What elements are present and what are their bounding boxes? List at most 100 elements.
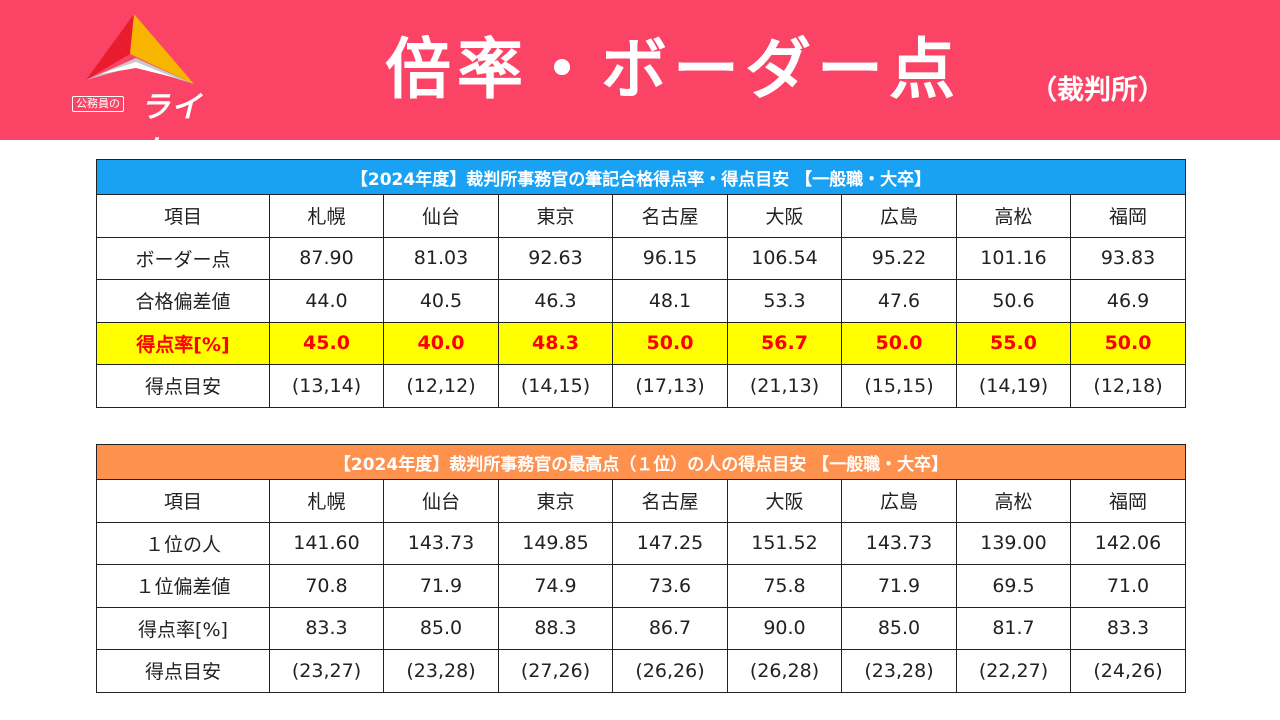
table-cell: 48.3 [498, 321, 613, 365]
passing-score-table: 【2024年度】裁判所事務官の筆記合格得点率・得点目安 【一般職・大卒】 項目 札幌… [95, 159, 1187, 408]
table-row: 得点目安 (13,14) (12,12) (14,15) (17,13) (21,13)(… [96, 364, 1187, 408]
table-cell: 83.3 [269, 606, 384, 650]
table-cell: 45.0 [269, 321, 384, 365]
table-cell: 141.60 [269, 521, 384, 565]
table-row: ボーダー点 87.90 81.03 92.63 96.15 106.54 95.22 101.… [96, 236, 1187, 280]
column-header: 札幌 [269, 194, 384, 238]
table-header-row: 項目 札幌 仙台 東京 名古屋 大阪 広島 高松 福岡 [96, 479, 1186, 523]
table-cell: 101.16 [956, 236, 1071, 280]
table-cell: 85.0 [383, 606, 499, 650]
table-cell: 151.52 [727, 521, 842, 565]
table-cell: 85.0 [841, 606, 957, 650]
table-cell: 73.6 [612, 564, 728, 608]
row-label: 得点率[%] [96, 606, 270, 650]
table-cell: (27,26) [498, 649, 613, 693]
table-cell: 40.5 [383, 279, 499, 323]
column-header: 東京 [498, 194, 613, 238]
table-cell: 55.0 [956, 321, 1071, 365]
table-caption: 【2024年度】裁判所事務官の筆記合格得点率・得点目安 【一般職・大卒】 [95, 159, 1187, 195]
column-header: 大阪 [727, 194, 842, 238]
table-cell: 50.6 [956, 279, 1071, 323]
table-row: １位偏差値 70.8 71.9 74.9 73.6 75.8 71.9 69.5 71.0 [96, 564, 1186, 608]
table-cell: (13,14) [269, 364, 384, 408]
table-cell: 70.8 [269, 564, 384, 608]
column-header: 名古屋 [612, 194, 728, 238]
table-caption: 【2024年度】裁判所事務官の最高点（１位）の人の得点目安 【一般職・大卒】 [96, 444, 1186, 480]
table-cell: 46.3 [498, 279, 613, 323]
logo-mark-icon [86, 14, 194, 84]
table-cell: (22,27) [956, 649, 1071, 693]
table-cell: 143.73 [841, 521, 957, 565]
table-cell: (23,27) [269, 649, 384, 693]
table-cell: (24,26) [1070, 649, 1186, 693]
column-header: 福岡 [1069, 194, 1187, 238]
logo-sub-label: 公務員の [72, 96, 124, 112]
table-cell: (17,13) [612, 364, 728, 408]
page-subtitle: （裁判所） [1030, 75, 1165, 106]
table-cell: 88.3 [498, 606, 613, 650]
column-header: 名古屋 [612, 479, 728, 523]
table-cell: 87.90 [269, 236, 384, 280]
table-cell: 47.6 [841, 279, 957, 323]
column-header: 項目 [96, 479, 270, 523]
table-cell: 81.7 [956, 606, 1071, 650]
table-cell: 53.3 [727, 279, 842, 323]
table-cell: (23,28) [383, 649, 499, 693]
table-header-row: 項目 札幌 仙台 東京 名古屋 大阪 広島 高松 福岡 [96, 194, 1187, 238]
table-cell: 95.22 [841, 236, 957, 280]
table-cell: 69.5 [956, 564, 1071, 608]
table-cell: 46.9 [1069, 279, 1187, 323]
table-cell: (12,12) [383, 364, 499, 408]
page-title: 倍率・ボーダー点 [385, 31, 961, 108]
table-cell: (15,15) [841, 364, 957, 408]
table-cell: 149.85 [498, 521, 613, 565]
row-label: ボーダー点 [96, 236, 270, 280]
column-header: 項目 [96, 194, 270, 238]
table-cell: 48.1 [612, 279, 728, 323]
table-cell: (12,18) [1069, 364, 1187, 408]
top-score-table: 【2024年度】裁判所事務官の最高点（１位）の人の得点目安 【一般職・大卒】 項目… [96, 444, 1186, 693]
table-cell: 74.9 [498, 564, 613, 608]
table-cell: 81.03 [383, 236, 499, 280]
table-cell: 86.7 [612, 606, 728, 650]
table-row: 得点目安 (23,27) (23,28) (27,26) (26,26) (26,28)(… [96, 649, 1186, 693]
column-header: 高松 [956, 194, 1071, 238]
table-cell: 40.0 [383, 321, 499, 365]
table-cell: (14,15) [498, 364, 613, 408]
table-cell: 139.00 [956, 521, 1071, 565]
table-cell: 90.0 [727, 606, 842, 650]
row-label: 得点目安 [96, 364, 270, 408]
row-label: 得点目安 [96, 649, 270, 693]
table-cell: (23,28) [841, 649, 957, 693]
table-cell: 44.0 [269, 279, 384, 323]
table-cell: 93.83 [1069, 236, 1187, 280]
table-row: 合格偏差値 44.0 40.5 46.3 48.1 53.3 47.6 50.6 46.9 [96, 279, 1187, 323]
table-cell: (26,28) [727, 649, 842, 693]
table-cell: 147.25 [612, 521, 728, 565]
table-cell: 50.0 [1069, 321, 1187, 365]
table-caption-row: 【2024年度】裁判所事務官の筆記合格得点率・得点目安 【一般職・大卒】 [95, 159, 1187, 195]
row-label: １位偏差値 [96, 564, 270, 608]
table-cell: 92.63 [498, 236, 613, 280]
logo-name: ライト [140, 90, 202, 169]
header-banner: 公務員の ライト 倍率・ボーダー点 （裁判所） [0, 0, 1280, 169]
column-header: 高松 [956, 479, 1071, 523]
table-cell: 143.73 [383, 521, 499, 565]
column-header: 仙台 [383, 194, 499, 238]
column-header: 広島 [841, 479, 957, 523]
table-caption-row: 【2024年度】裁判所事務官の最高点（１位）の人の得点目安 【一般職・大卒】 [96, 444, 1186, 480]
table-cell: 71.0 [1070, 564, 1186, 608]
column-header: 東京 [498, 479, 613, 523]
table-cell: 106.54 [727, 236, 842, 280]
table-cell: (26,26) [612, 649, 728, 693]
table-cell: (21,13) [727, 364, 842, 408]
table-cell: 50.0 [612, 321, 728, 365]
row-label: 得点率[%] [96, 321, 270, 365]
table-cell: 142.06 [1070, 521, 1186, 565]
row-label: 合格偏差値 [96, 279, 270, 323]
logo: 公務員の ライト [66, 10, 226, 169]
table-cell: 56.7 [727, 321, 842, 365]
table-cell: 96.15 [612, 236, 728, 280]
column-header: 仙台 [383, 479, 499, 523]
highlighted-table-row: 得点率[%] 45.0 40.0 48.3 50.0 56.7 50.0 55.0 50.0 [96, 321, 1187, 365]
